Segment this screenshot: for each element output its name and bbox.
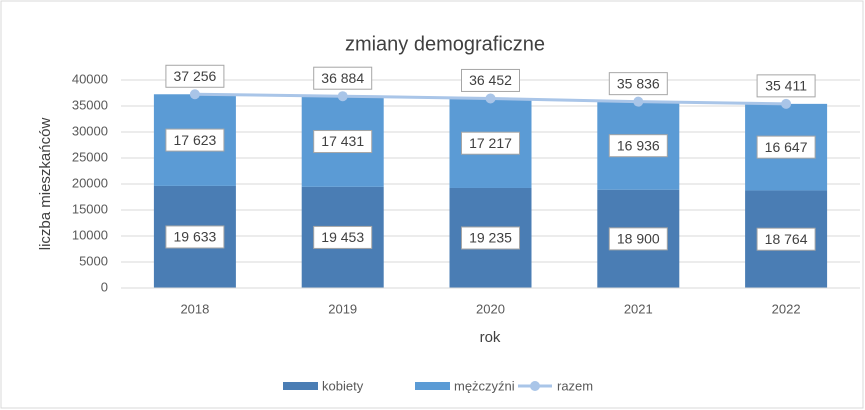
line-marker (337, 91, 348, 102)
data-label-box (608, 72, 668, 96)
data-label: 35 836 (608, 72, 668, 96)
data-label-box (461, 226, 520, 250)
x-axis-title: rok (480, 329, 501, 346)
x-tick-label: 2018 (180, 301, 209, 316)
y-tick-label: 20000 (72, 175, 108, 190)
legend-marker (530, 381, 540, 391)
data-label: 19 633 (165, 225, 225, 249)
data-label-text: 17 623 (173, 132, 216, 148)
data-label-box (608, 227, 668, 251)
x-tick-label: 2020 (476, 301, 505, 316)
data-label-box (165, 64, 225, 88)
data-label: 18 900 (608, 227, 668, 251)
data-label-text: 17 217 (469, 135, 512, 151)
data-label-text: 37 256 (173, 68, 216, 84)
data-label: 36 452 (461, 68, 520, 92)
data-label: 35 411 (756, 74, 816, 98)
y-axis-title: liczba mieszkańców (37, 118, 54, 251)
y-tick-label: 35000 (72, 97, 108, 112)
data-label-text: 16 647 (765, 139, 808, 155)
data-label: 37 256 (165, 64, 225, 88)
y-tick-label: 0 (101, 279, 108, 294)
data-label: 16 647 (756, 135, 816, 159)
data-label-box (165, 128, 225, 152)
data-label-text: 18 764 (765, 231, 808, 247)
data-label-box (756, 227, 816, 251)
data-label-text: 36 884 (321, 70, 364, 86)
data-label-box (165, 225, 225, 249)
legend-label: razem (557, 378, 593, 393)
y-tick-label: 5000 (79, 253, 108, 268)
y-tick-label: 10000 (72, 227, 108, 242)
data-label-text: 16 936 (617, 137, 660, 153)
data-label-box (756, 135, 816, 159)
y-tick-label: 25000 (72, 149, 108, 164)
data-label-box (461, 68, 520, 92)
data-label: 16 936 (608, 134, 668, 158)
legend-label: mężczyźni (454, 378, 515, 393)
y-tick-label: 15000 (72, 201, 108, 216)
x-tick-label: 2021 (624, 301, 653, 316)
line-marker (189, 89, 200, 100)
data-label-box (313, 130, 373, 154)
data-label-text: 19 453 (321, 229, 364, 245)
y-tick-label: 30000 (72, 123, 108, 138)
data-label-text: 36 452 (469, 72, 512, 88)
data-label: 19 235 (461, 226, 520, 250)
data-label-text: 19 633 (173, 229, 216, 245)
chart-title: zmiany demograficzne (345, 33, 545, 55)
line-marker (633, 96, 644, 107)
data-label-text: 18 900 (617, 231, 660, 247)
legend-label: kobiety (322, 378, 364, 393)
legend-swatch (415, 382, 450, 390)
line-marker (485, 93, 496, 104)
data-label-box (313, 66, 373, 90)
data-label: 17 431 (313, 130, 373, 154)
data-label-box (608, 134, 668, 158)
data-label-text: 35 836 (617, 75, 660, 91)
y-tick-label: 40000 (72, 71, 108, 86)
data-label-box (756, 74, 816, 98)
data-label: 17 217 (461, 131, 520, 155)
data-label-text: 19 235 (469, 230, 512, 246)
data-label-box (313, 225, 373, 249)
data-label: 18 764 (756, 227, 816, 251)
data-label-box (461, 131, 520, 155)
data-label-text: 35 411 (765, 78, 807, 94)
data-label-text: 17 431 (321, 133, 364, 149)
legend-swatch (283, 382, 318, 390)
data-label: 17 623 (165, 128, 225, 152)
x-tick-label: 2019 (328, 301, 357, 316)
x-tick-label: 2022 (772, 301, 801, 316)
data-label: 19 453 (313, 225, 373, 249)
data-label: 36 884 (313, 66, 373, 90)
line-marker (781, 98, 792, 109)
